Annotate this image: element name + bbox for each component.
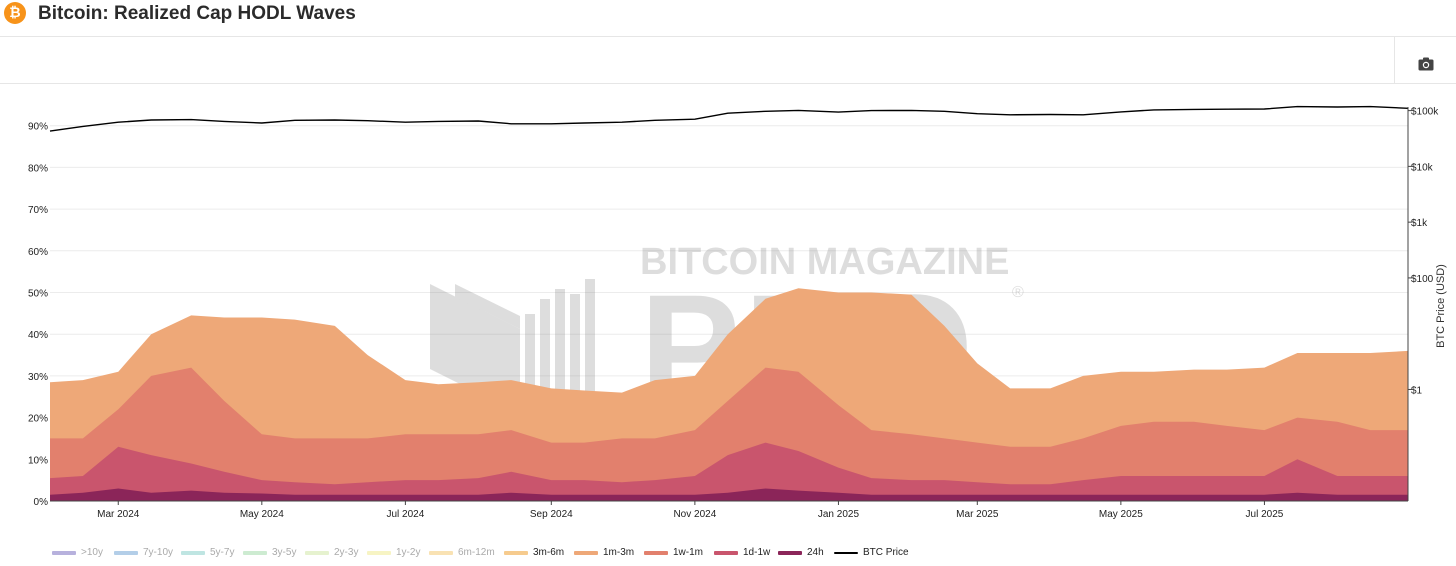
legend-swatch [778,551,802,555]
axes: BTC Price (USD) [50,107,1447,502]
x-tick-label: Nov 2024 [673,509,716,520]
legend-swatch [52,551,76,555]
y2-tick-label: $100 [1411,274,1434,285]
y-tick-label: 0% [34,497,49,508]
y-tick-label: 50% [28,289,48,300]
legend-label: 1y-2y [396,547,421,558]
y-tick-label: 40% [28,330,48,341]
y-tick-label: 90% [28,122,48,133]
tick-labels: 0% 10% 20% 30% 40% 50% 60% 70% 80% 90% $1 $100 $1k $1… [28,107,1439,520]
legend-swatch [429,551,453,555]
x-tick-label: Mar 2024 [97,509,140,520]
camera-icon-glyph [1418,57,1434,71]
legend-label: 1w-1m [673,547,704,558]
x-tick-label: Mar 2025 [956,509,999,520]
legend-label: 24h [807,547,824,558]
btc-price-line [49,105,1409,132]
hodl-bands [50,288,1408,501]
legend-label: 6m-12m [458,547,495,558]
y-tick-label: 60% [28,247,48,258]
legend-swatch [714,551,738,555]
y-tick-label: 30% [28,372,48,383]
legend-label: 5y-7y [210,547,235,558]
x-tick-label: Jul 2025 [1246,509,1284,520]
camera-icon[interactable] [1418,57,1440,77]
legend-swatch [305,551,329,555]
x-tick-label: Jul 2024 [386,509,424,520]
watermark-registered-mark: ® [1012,284,1024,301]
legend-swatch [834,552,858,554]
legend-label: 1d-1w [743,547,771,558]
y-tick-label: 10% [28,455,48,466]
legend-label: BTC Price [863,547,909,558]
band-1d-1w [50,442,1408,501]
legend-swatch [114,551,138,555]
legend-label: 2y-3y [334,547,359,558]
legend-swatch [367,551,391,555]
y2-tick-label: $1 [1411,385,1423,396]
chart-header: ₿ Bitcoin: Realized Cap HODL Waves [0,0,1456,37]
x-tick-label: May 2024 [240,509,284,520]
band-24h [50,488,1408,501]
x-tick-label: Jan 2025 [818,509,860,520]
page-title: Bitcoin: Realized Cap HODL Waves [38,3,356,24]
y2-tick-label: $100k [1411,107,1439,118]
hodl-waves-chart: BITCOIN MAGAZINE PRO ® BTC Price (USD) 0… [28,105,1447,520]
legend-swatch [574,551,598,555]
y-tick-label: 70% [28,205,48,216]
legend-swatch [181,551,205,555]
legend-label: 3m-6m [533,547,565,558]
y-tick-label: 20% [28,414,48,425]
legend-swatch [644,551,668,555]
legend-label: 1m-3m [603,547,635,558]
x-tick-label: May 2025 [1099,509,1143,520]
y2-tick-label: $1k [1411,218,1428,229]
y-tick-label: 80% [28,163,48,174]
legend-label: 3y-5y [272,547,297,558]
btc-price-path [49,105,1409,132]
chart-toolbar [0,37,1456,84]
y2-tick-label: $10k [1411,162,1434,173]
x-tick-label: Sep 2024 [530,509,573,520]
legend-swatch [504,551,528,555]
toolbar-divider [1394,37,1395,83]
legend-label: 7y-10y [143,547,174,558]
bitcoin-icon: ₿ [4,2,26,24]
legend-swatch [243,551,267,555]
watermark-line1: BITCOIN MAGAZINE [640,241,1009,283]
band-1w-1m [50,367,1408,501]
legend-label: >10y [81,547,103,558]
y2-axis-title: BTC Price (USD) [1435,264,1447,348]
